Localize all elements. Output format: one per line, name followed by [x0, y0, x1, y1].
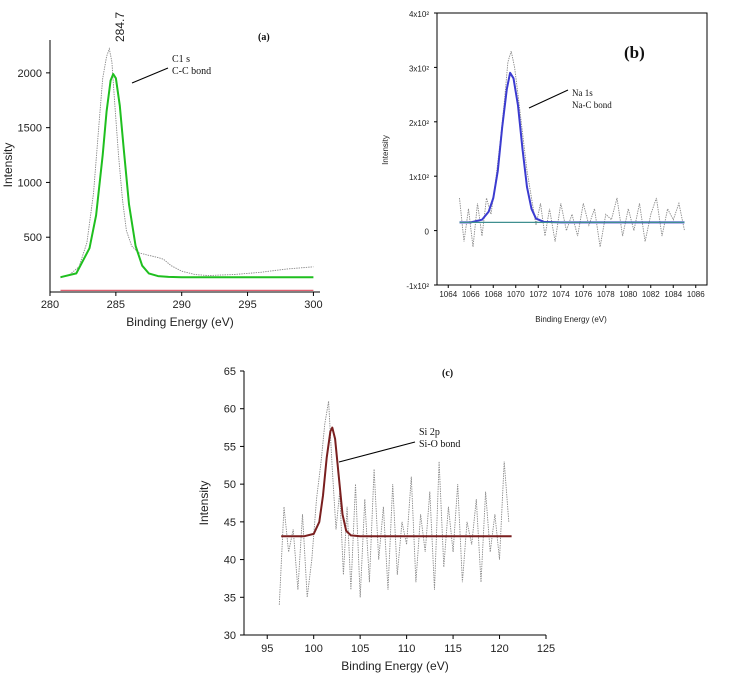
chart-b-x-tick-label: 1064	[439, 290, 457, 299]
chart-a-annotation-line2: C-C bond	[172, 66, 211, 77]
chart-c-raw-spectrum-line	[278, 401, 510, 605]
chart-b-x-tick-label: 1070	[507, 290, 525, 299]
chart-a-fit-line	[60, 73, 314, 279]
chart-a-raw-spectrum-line	[60, 47, 314, 279]
chart-b-panel-label: (b)	[624, 43, 645, 62]
chart-c-y-tick-label: 65	[224, 366, 236, 378]
chart-b-annotation-line1: Na 1s	[572, 88, 593, 98]
chart-a-y-tick-label: 500	[24, 232, 42, 244]
chart-c-fit-line	[281, 426, 512, 538]
chart-b-annotation-line2: Na-C bond	[572, 100, 612, 110]
chart-c-annotation-line2: Si-O bond	[419, 439, 460, 450]
chart-a-x-tick-label: 290	[173, 299, 191, 311]
chart-a-y-tick-label: 2000	[18, 68, 42, 80]
chart-c-y-tick-label: 60	[224, 404, 236, 416]
chart-c-x-tick-label: 125	[537, 643, 555, 655]
chart-b-x-tick-label: 1082	[642, 290, 660, 299]
chart-a-x-tick-label: 280	[41, 299, 59, 311]
chart-a-y-tick-label: 1500	[18, 123, 42, 135]
chart-b-x-tick-label: 1076	[574, 290, 592, 299]
chart-c-y-tick-label: 45	[224, 517, 236, 529]
chart-c-y-tick-label: 35	[224, 592, 236, 604]
chart-a-y-tick-label: 1000	[18, 177, 42, 189]
chart-b-y-tick-label: 1x10²	[409, 173, 429, 182]
chart-c-x-tick-label: 115	[444, 643, 462, 655]
chart-c-y-tick-label: 55	[224, 441, 236, 453]
chart-b-y-tick-label: 0	[425, 228, 430, 237]
chart-b-x-tick-label: 1080	[619, 290, 637, 299]
chart-a-annotation-line1: C1 s	[172, 54, 190, 65]
chart-c-x-tick-label: 105	[351, 643, 369, 655]
chart-b: 1064 1066 1068 1070 1072 1074 1076 1078 1080 1082…	[381, 10, 708, 324]
chart-b-x-tick-label: 1072	[529, 290, 547, 299]
chart-c-panel-label: (c)	[442, 368, 453, 379]
chart-a-peak-label: 284.7	[113, 12, 127, 42]
chart-a-x-tick-label: 285	[107, 299, 125, 311]
chart-c: 95 100 105 110 115 120 125 30 35 40 45 50 55 60 65 Bi…	[197, 366, 555, 673]
chart-b-raw-spectrum-line	[459, 50, 685, 247]
chart-a-x-tick-label: 295	[238, 299, 256, 311]
chart-b-frame	[436, 12, 708, 286]
chart-c-y-tick-label: 50	[224, 479, 236, 491]
chart-b-y-tick-label: -1x10²	[406, 282, 429, 291]
chart-a-annotation-leader	[131, 67, 169, 84]
chart-b-annotation-leader	[528, 89, 569, 109]
chart-b-y-tick-label: 3x10²	[409, 64, 429, 73]
chart-b-x-tick-label: 1086	[687, 290, 705, 299]
chart-a-x-label: Binding Energy (eV)	[126, 315, 233, 329]
chart-c-x-tick-label: 110	[398, 643, 416, 655]
chart-b-y-label: Intensity	[381, 135, 390, 165]
chart-c-y-tick-label: 30	[224, 630, 236, 642]
chart-c-annotation-line1: Si 2p	[419, 427, 440, 438]
chart-a-y-label: Intensity	[1, 143, 15, 188]
chart-b-x-tick-label: 1078	[597, 290, 615, 299]
chart-b-y-tick-label: 4x10²	[409, 10, 429, 19]
chart-c-annotation-leader	[338, 441, 416, 463]
chart-a: 280 285 290 295 300 500 1000 1500 2000 Binding …	[1, 12, 323, 329]
chart-c-y-label: Intensity	[197, 481, 211, 526]
chart-b-x-tick-label: 1068	[484, 290, 502, 299]
chart-a-panel-label: (a)	[258, 32, 270, 43]
chart-c-x-label: Binding Energy (eV)	[341, 659, 448, 673]
chart-b-x-tick-label: 1084	[664, 290, 682, 299]
chart-b-x-tick-label: 1066	[462, 290, 480, 299]
chart-c-x-tick-label: 95	[261, 643, 273, 655]
chart-c-y-tick-label: 40	[224, 555, 236, 567]
chart-b-y-tick-label: 2x10²	[409, 119, 429, 128]
chart-b-x-tick-label: 1074	[552, 290, 570, 299]
chart-c-x-tick-label: 120	[490, 643, 508, 655]
chart-b-x-label: Binding Energy (eV)	[535, 315, 607, 324]
chart-c-x-tick-label: 100	[305, 643, 323, 655]
chart-a-x-tick-label: 300	[304, 299, 322, 311]
